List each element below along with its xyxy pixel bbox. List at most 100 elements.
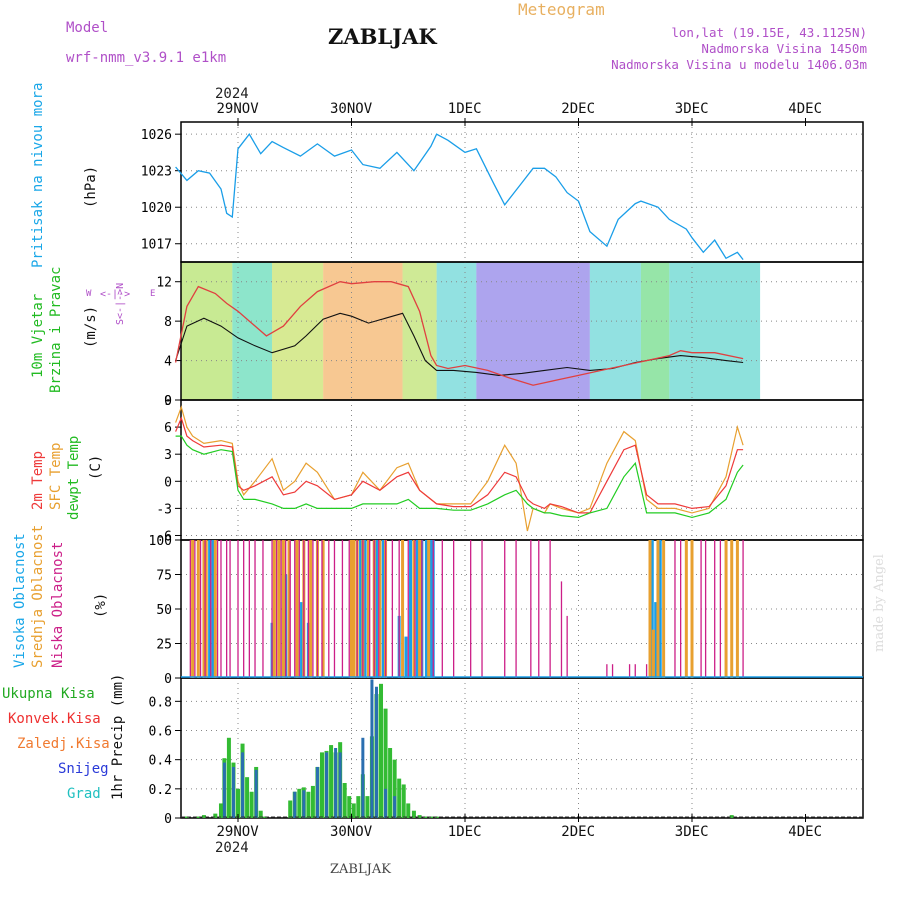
- legend-snow: Snijeg: [58, 761, 109, 777]
- low-cloud-bar: [348, 540, 350, 678]
- low-cloud-bar: [481, 540, 483, 678]
- mid-cloud-bar: [367, 540, 371, 678]
- y-tick-label: 1020: [141, 201, 172, 216]
- high-cloud-bar: [654, 602, 658, 678]
- low-cloud-bar: [316, 540, 319, 678]
- y-tick-label: 4: [164, 355, 172, 370]
- low-cloud-bar: [229, 540, 231, 678]
- total-precip-bar: [306, 791, 311, 818]
- low-cloud-bar: [414, 540, 416, 678]
- high-cloud-bar: [650, 540, 654, 678]
- low-cloud-bar: [199, 540, 202, 678]
- mid-cloud-bar: [350, 540, 353, 678]
- mid-cloud-bar: [730, 540, 734, 678]
- total-precip-bar: [184, 816, 189, 818]
- model-label: Model: [66, 20, 109, 36]
- low-cloud-bar: [194, 540, 196, 678]
- total-precip-bar: [356, 796, 361, 818]
- low-cloud-bar: [470, 540, 472, 678]
- x-tick-label-top: 1DEC: [447, 101, 482, 117]
- high-cloud-bar: [208, 540, 212, 678]
- low-cloud-bar: [645, 664, 648, 678]
- high-cloud-bar: [211, 540, 215, 678]
- conv-precip-bar: [384, 788, 388, 818]
- total-precip-bar: [196, 816, 201, 818]
- low-cloud-bar: [303, 540, 305, 678]
- low-cloud-bar: [254, 540, 256, 678]
- total-precip-bar: [310, 785, 315, 818]
- panel-frame-2: [180, 399, 864, 541]
- x-tick-label-bottom: 1DEC: [447, 824, 482, 840]
- compass-arrow-icon: <-|->: [100, 289, 131, 300]
- y-tick-label: 100: [149, 534, 172, 549]
- y-tick-label: 1023: [141, 165, 172, 180]
- low-cloud-bar: [407, 540, 409, 678]
- low-cloud-bar: [680, 540, 682, 678]
- low-cloud-bar: [538, 540, 540, 678]
- total-precip-bar: [226, 737, 231, 818]
- conv-precip-bar: [325, 752, 329, 818]
- total-precip-bar: [417, 815, 422, 818]
- conv-precip-bar: [393, 796, 397, 818]
- low-cloud-bar: [674, 540, 676, 678]
- high-cloud-bar: [429, 540, 433, 678]
- legend-conv-rain: Konvek.Kisa: [8, 711, 101, 727]
- high-cloud-bar: [374, 540, 378, 678]
- y-tick-label: 3: [164, 448, 172, 463]
- mid-cloud-bar: [378, 540, 382, 678]
- low-cloud-bar: [384, 540, 387, 678]
- total-precip-bar: [329, 745, 334, 818]
- conv-precip-bar: [361, 737, 365, 818]
- conv-precip-bar: [241, 752, 245, 818]
- mid-cloud-bar: [418, 540, 422, 678]
- bottom-year-label: 2024: [215, 840, 249, 856]
- dewpt-temp-line: [175, 435, 744, 519]
- low-cloud-bar: [432, 540, 434, 678]
- x-tick-label-bottom: 4DEC: [788, 824, 823, 840]
- total-precip-bar: [218, 803, 223, 818]
- high-cloud-bar: [658, 540, 662, 678]
- mid-cloud-bar: [427, 540, 431, 678]
- total-precip-bar: [342, 783, 347, 818]
- conv-precip-bar: [302, 790, 306, 818]
- mid-cloud-bar: [202, 540, 206, 678]
- y-tick-label: 1017: [141, 238, 172, 253]
- low-cloud-bar: [566, 615, 568, 678]
- low-cloud-bar: [220, 540, 222, 678]
- altitude-text: Nadmorska Visina 1450m: [701, 41, 867, 56]
- low-cloud-bar: [611, 664, 614, 678]
- low-cloud-bar: [280, 540, 282, 678]
- total-precip-bar: [201, 815, 206, 818]
- mid-cloud-bar: [321, 540, 325, 678]
- low-cloud-bar: [549, 540, 551, 678]
- low-cloud-bar: [275, 540, 278, 678]
- conv-precip-bar: [334, 748, 338, 818]
- panel-frame-4: [180, 677, 864, 819]
- total-precip-bar: [401, 784, 406, 818]
- total-precip-bar: [249, 791, 254, 818]
- total-precip-bar: [347, 796, 352, 818]
- x-tick-label-top: 29NOV: [216, 101, 259, 117]
- legend-total-rain: Ukupna Kisa: [2, 686, 95, 702]
- wind-barb-field-4: [402, 262, 437, 400]
- low-cloud-bar: [634, 664, 636, 678]
- mid-cloud-bar: [662, 540, 666, 678]
- total-precip-bar: [351, 803, 356, 818]
- total-precip-bar: [297, 788, 302, 818]
- high-cloud-bar: [424, 540, 428, 678]
- low-cloud-bar: [441, 540, 443, 678]
- station-title: ZABLJAK: [328, 24, 437, 49]
- wind-barb-field-6: [476, 262, 590, 400]
- low-cloud-bar: [210, 540, 212, 678]
- conv-precip-bar: [370, 679, 374, 818]
- low-cloud-bar: [298, 540, 300, 678]
- y-tick-label: 0: [164, 672, 172, 687]
- low-cloud-bar: [714, 540, 716, 678]
- mid-cloud-bar: [648, 540, 652, 678]
- model-altitude-text: Nadmorska Visina u modelu 1406.03m: [611, 57, 867, 72]
- low-cloud-bar: [243, 540, 245, 678]
- total-precip-bar: [258, 810, 263, 818]
- wind-barb-field-7: [589, 262, 641, 400]
- conv-precip-bar: [374, 686, 378, 818]
- mid-cloud-bar: [401, 540, 405, 678]
